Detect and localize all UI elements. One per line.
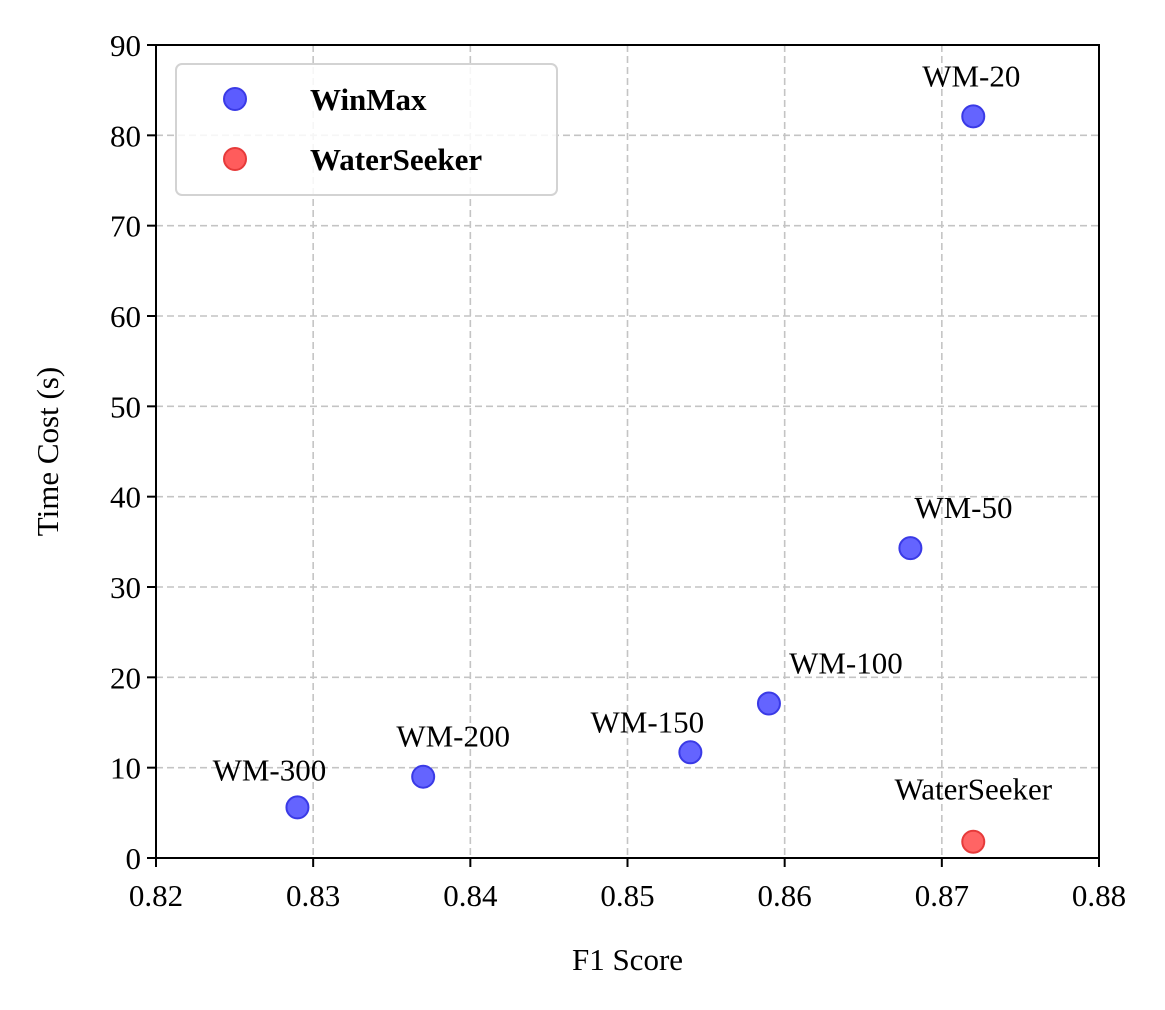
y-tick-label: 50 [110, 389, 141, 424]
x-tick-label: 0.84 [443, 878, 498, 913]
y-tick-label: 40 [110, 480, 141, 515]
y-tick-label: 60 [110, 299, 141, 334]
legend-label-waterseeker: WaterSeeker [310, 142, 482, 177]
legend-marker-waterseeker [223, 147, 247, 171]
point-labels: WM-20 WM-50 WM-100 WM-150 WM-200 WM-300 WaterS… [213, 58, 1053, 806]
data-point-wm-20 [961, 104, 986, 129]
point-label-wm-150: WM-150 [591, 704, 705, 739]
data-point-wm-100 [756, 691, 781, 716]
y-tick-label: 10 [110, 751, 141, 786]
point-label-waterseeker: WaterSeeker [894, 772, 1052, 807]
legend-marker-winmax [223, 87, 247, 111]
point-label-wm-300: WM-300 [213, 752, 327, 787]
legend-box [175, 63, 558, 196]
y-tick-label: 0 [126, 841, 142, 876]
legend-label-winmax: WinMax [310, 82, 427, 117]
data-point-wm-300 [285, 795, 310, 820]
point-label-wm-20: WM-20 [922, 58, 1020, 93]
x-tick-label: 0.82 [129, 878, 183, 913]
data-points [285, 104, 986, 854]
y-tick-label: 90 [110, 28, 141, 63]
legend-entries: WinMax WaterSeeker [223, 82, 482, 177]
x-tick-label: 0.85 [600, 878, 654, 913]
axis-ticks: 0.82 0.83 0.84 0.85 0.86 0.87 0.88 0 10 20 30 40 50 6… [110, 28, 1126, 913]
data-point-waterseeker [961, 829, 986, 854]
y-tick-label: 80 [110, 118, 141, 153]
legend: WinMax WaterSeeker [175, 63, 558, 196]
data-point-wm-150 [678, 740, 703, 765]
data-point-wm-200 [411, 764, 436, 789]
point-label-wm-50: WM-50 [914, 490, 1012, 525]
x-tick-label: 0.83 [286, 878, 340, 913]
x-tick-label: 0.88 [1072, 878, 1126, 913]
x-axis-title: F1 Score [572, 942, 683, 977]
y-axis-title: Time Cost (s) [30, 367, 65, 536]
y-tick-label: 30 [110, 570, 141, 605]
data-point-wm-50 [898, 536, 923, 561]
y-tick-label: 20 [110, 660, 141, 695]
y-tick-label: 70 [110, 209, 141, 244]
x-tick-label: 0.86 [758, 878, 812, 913]
x-tick-label: 0.87 [915, 878, 969, 913]
point-label-wm-200: WM-200 [396, 719, 510, 754]
point-label-wm-100: WM-100 [789, 646, 903, 681]
